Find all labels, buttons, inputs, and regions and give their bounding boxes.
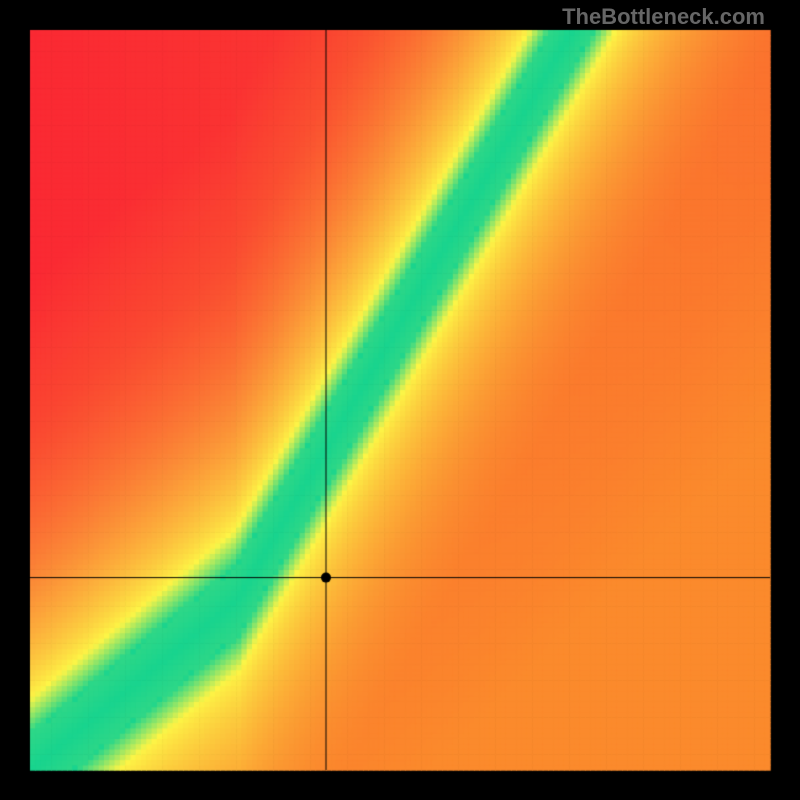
watermark-text: TheBottleneck.com — [562, 4, 765, 30]
chart-container: TheBottleneck.com — [0, 0, 800, 800]
bottleneck-heatmap — [0, 0, 800, 800]
